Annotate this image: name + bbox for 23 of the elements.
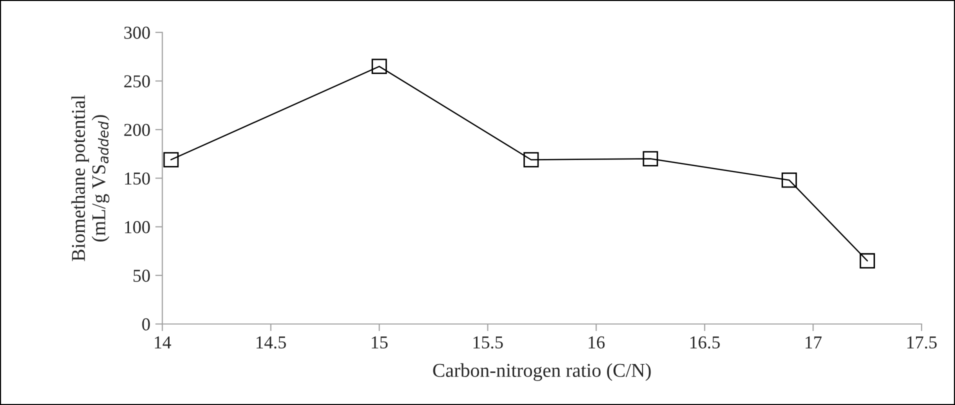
y-tick-label: 0 <box>142 318 150 330</box>
y-tick-label: 100 <box>125 221 150 234</box>
x-axis-title: Carbon-nitrogen ratio (C/N) <box>433 363 651 381</box>
x-tick-label: 14.5 <box>256 336 286 349</box>
x-tick-label: 15.5 <box>474 336 503 349</box>
x-tick-label: 14 <box>154 336 172 348</box>
x-tick-label: 17.5 <box>907 336 937 349</box>
x-tick-label: 15 <box>372 336 388 349</box>
y-tick-label: 300 <box>124 26 150 39</box>
y-tick-label: 150 <box>125 172 150 185</box>
x-tick-label: 17 <box>806 336 822 348</box>
y-tick-label: 250 <box>124 75 150 88</box>
y-axis-title: Biomethane potential (mL/g VS$_{added}$) <box>71 95 110 262</box>
point <box>860 253 875 268</box>
point <box>372 58 387 74</box>
point <box>642 151 658 166</box>
x-tick-label: 16 <box>588 336 605 349</box>
point <box>523 152 539 168</box>
point <box>782 172 797 188</box>
y-tick-label: 200 <box>124 124 150 136</box>
point <box>163 152 179 168</box>
y-tick-label: 50 <box>134 270 150 282</box>
x-tick-label: 16.5 <box>690 336 720 349</box>
